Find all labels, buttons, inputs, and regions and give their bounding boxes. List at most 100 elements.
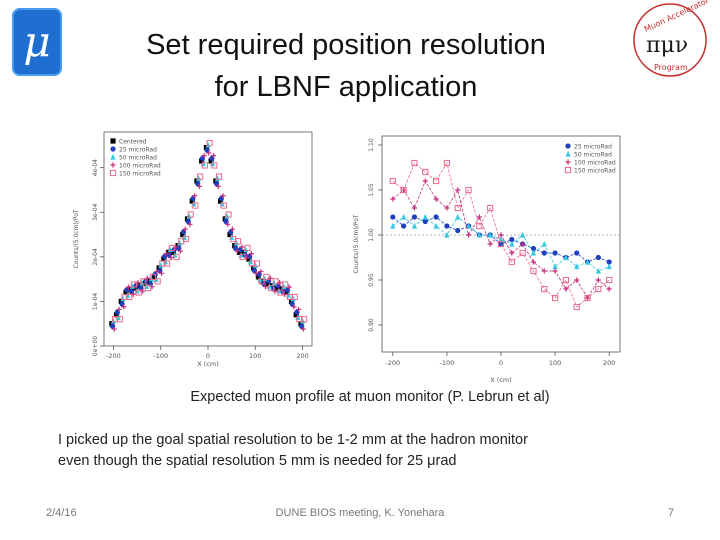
data-point — [444, 223, 450, 229]
title-line-2: for LBNF application — [214, 71, 478, 103]
data-point — [149, 273, 156, 280]
data-point — [498, 241, 504, 247]
data-point — [272, 278, 279, 285]
legend-label: 50 microRad — [119, 155, 157, 162]
data-point — [201, 153, 207, 159]
data-point — [444, 205, 450, 211]
data-point — [390, 196, 396, 202]
data-point — [214, 175, 221, 181]
data-point — [595, 267, 601, 274]
data-point — [206, 140, 213, 147]
data-point — [154, 268, 160, 275]
data-point — [422, 213, 428, 220]
data-point — [116, 316, 123, 323]
data-point — [476, 214, 482, 220]
data-point — [291, 293, 298, 301]
legend-marker — [110, 138, 116, 144]
data-point — [151, 274, 157, 280]
data-point — [584, 294, 591, 302]
x-tick-label: 100 — [549, 359, 561, 367]
mu-logo-icon: μ — [12, 8, 62, 76]
data-point — [584, 258, 591, 265]
data-point — [199, 158, 205, 164]
data-point — [465, 186, 472, 194]
data-point — [595, 277, 601, 283]
data-point — [156, 265, 162, 271]
data-point — [227, 231, 233, 238]
data-point — [173, 253, 180, 260]
y-tick-label: 4e-04 — [92, 159, 99, 176]
data-point — [113, 312, 120, 318]
data-point — [401, 213, 407, 220]
data-point — [595, 285, 602, 293]
data-point — [203, 145, 209, 151]
data-point — [606, 263, 612, 270]
data-point — [187, 221, 193, 227]
data-point — [196, 183, 202, 189]
legend-label: 150 microRad — [574, 168, 616, 175]
y-tick-label: 2e-04 — [92, 248, 99, 265]
data-point — [225, 211, 232, 218]
data-point — [187, 211, 194, 218]
data-point — [422, 178, 428, 184]
y-axis-label: Counts/(5.0cm)/PoT — [73, 209, 80, 268]
data-point — [253, 260, 260, 267]
data-point — [163, 260, 171, 267]
data-point — [300, 326, 306, 332]
data-point — [213, 178, 219, 184]
data-point — [260, 278, 266, 284]
data-point — [274, 285, 280, 291]
data-point — [208, 158, 214, 164]
logo-glyphs: πμν — [646, 33, 688, 58]
data-point — [455, 187, 461, 193]
data-point — [210, 153, 217, 159]
data-point — [530, 249, 537, 256]
data-point — [126, 293, 133, 301]
data-point — [454, 204, 461, 212]
data-point — [215, 173, 223, 180]
data-point — [433, 196, 439, 202]
legend-marker — [564, 166, 572, 174]
x-tick-label: -100 — [440, 359, 455, 367]
data-point — [574, 277, 580, 283]
data-point — [389, 177, 396, 185]
data-point — [244, 244, 251, 252]
y-tick-label: 0.90 — [368, 318, 375, 332]
data-point — [258, 278, 265, 285]
data-point — [606, 259, 612, 265]
data-point — [293, 312, 299, 318]
data-point — [140, 278, 147, 285]
data-point — [284, 289, 290, 296]
data-point — [170, 249, 176, 255]
data-point — [123, 289, 129, 296]
data-point — [248, 251, 254, 257]
series-line — [392, 161, 610, 308]
legend-label: 100 microRad — [119, 163, 161, 170]
data-point — [229, 226, 236, 232]
data-point — [137, 283, 143, 289]
data-point — [291, 304, 297, 310]
data-point — [541, 240, 547, 247]
data-point — [161, 256, 167, 262]
logo-text-bottom: Program — [654, 63, 688, 72]
data-point — [186, 213, 192, 219]
data-point — [125, 284, 132, 290]
data-point — [239, 253, 246, 260]
data-point — [279, 286, 285, 292]
data-point — [253, 270, 259, 276]
x-tick-label: 0 — [499, 359, 503, 367]
data-point — [205, 141, 211, 148]
legend-marker — [565, 150, 571, 157]
data-point — [177, 239, 183, 246]
data-point — [158, 270, 165, 276]
data-point — [258, 268, 264, 275]
data-point — [455, 213, 461, 220]
legend-marker — [110, 146, 116, 152]
data-point — [192, 193, 198, 199]
data-point — [220, 193, 226, 199]
data-point — [252, 262, 258, 268]
data-point — [118, 298, 124, 305]
data-point — [574, 263, 580, 270]
